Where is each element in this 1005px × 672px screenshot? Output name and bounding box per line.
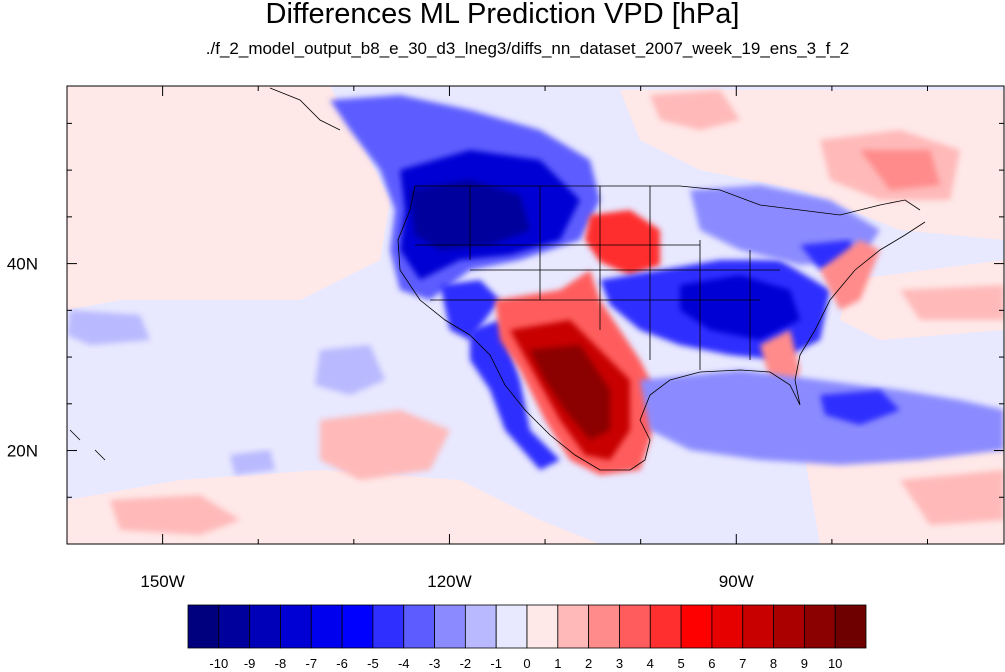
colorbar-swatch xyxy=(218,604,251,649)
colorbar-label: 2 xyxy=(585,656,592,671)
colorbar-label: 6 xyxy=(708,656,715,671)
colorbar-label: 10 xyxy=(828,656,842,671)
colorbar-swatch xyxy=(403,604,435,649)
coastlines xyxy=(69,87,926,471)
lat-tick-label: 20N xyxy=(7,442,38,461)
colorbar-swatch xyxy=(619,604,651,649)
colorbar-swatch xyxy=(557,604,590,649)
map-subtitle: ./f_2_model_output_b8_e_30_d3_lneg3/diff… xyxy=(205,39,850,58)
colorbar-swatch xyxy=(187,604,220,649)
colorbar-swatch xyxy=(588,604,620,649)
colorbar-label: -1 xyxy=(490,656,502,671)
colorbar-swatch xyxy=(249,604,281,649)
colorbar-labels: -10 -9 -8 -7 -6 -5 -4 -3 -2 -1 0 1 2 3 4 5 6 7 8 9 10 xyxy=(209,656,842,671)
colorbar-swatch xyxy=(649,604,682,649)
colorbar-swatch xyxy=(680,604,713,649)
colorbar-label: 3 xyxy=(616,656,623,671)
colorbar-label: 7 xyxy=(739,656,746,671)
lon-tick-label: 150W xyxy=(140,572,184,591)
colorbar-swatch xyxy=(526,604,559,649)
colorbar-label: -7 xyxy=(305,656,317,671)
colorbar-swatch xyxy=(803,604,836,649)
colorbar-swatch xyxy=(742,604,774,649)
colorbar-swatch xyxy=(464,604,497,649)
colorbar-label: 5 xyxy=(677,656,684,671)
lon-tick-label: 120W xyxy=(427,572,471,591)
colorbar-label: -3 xyxy=(429,656,441,671)
colorbar-swatch xyxy=(495,604,528,649)
colorbar-swatch xyxy=(711,604,744,649)
colorbar-swatch xyxy=(372,604,405,649)
colorbar-label: -10 xyxy=(209,656,228,671)
lat-tick-label: 40N xyxy=(7,255,38,274)
colorbar-swatch xyxy=(834,604,867,649)
colorbar-label: 8 xyxy=(770,656,777,671)
colorbar-label: -5 xyxy=(367,656,379,671)
colorbar-label: -2 xyxy=(460,656,472,671)
axis-labels: 150W 120W 90W 40N 20N xyxy=(7,255,754,591)
axis-ticks xyxy=(66,86,1004,545)
lon-tick-label: 90W xyxy=(719,572,754,591)
map-field xyxy=(67,86,1004,544)
colorbar xyxy=(187,604,867,649)
colorbar-label: -6 xyxy=(336,656,348,671)
colorbar-label: 9 xyxy=(801,656,808,671)
colorbar-swatch xyxy=(434,604,466,649)
colorbar-label: 0 xyxy=(523,656,530,671)
map-title: Differences ML Prediction VPD [hPa] xyxy=(265,0,740,30)
colorbar-swatch xyxy=(341,604,374,649)
colorbar-swatch xyxy=(773,604,805,649)
colorbar-label: -4 xyxy=(398,656,410,671)
colorbar-label: 4 xyxy=(647,656,654,671)
colorbar-swatch xyxy=(280,604,312,649)
colorbar-label: 1 xyxy=(554,656,561,671)
colorbar-swatch xyxy=(310,604,343,649)
colorbar-label: -8 xyxy=(275,656,287,671)
map-frame xyxy=(66,85,1005,545)
colorbar-label: -9 xyxy=(244,656,256,671)
